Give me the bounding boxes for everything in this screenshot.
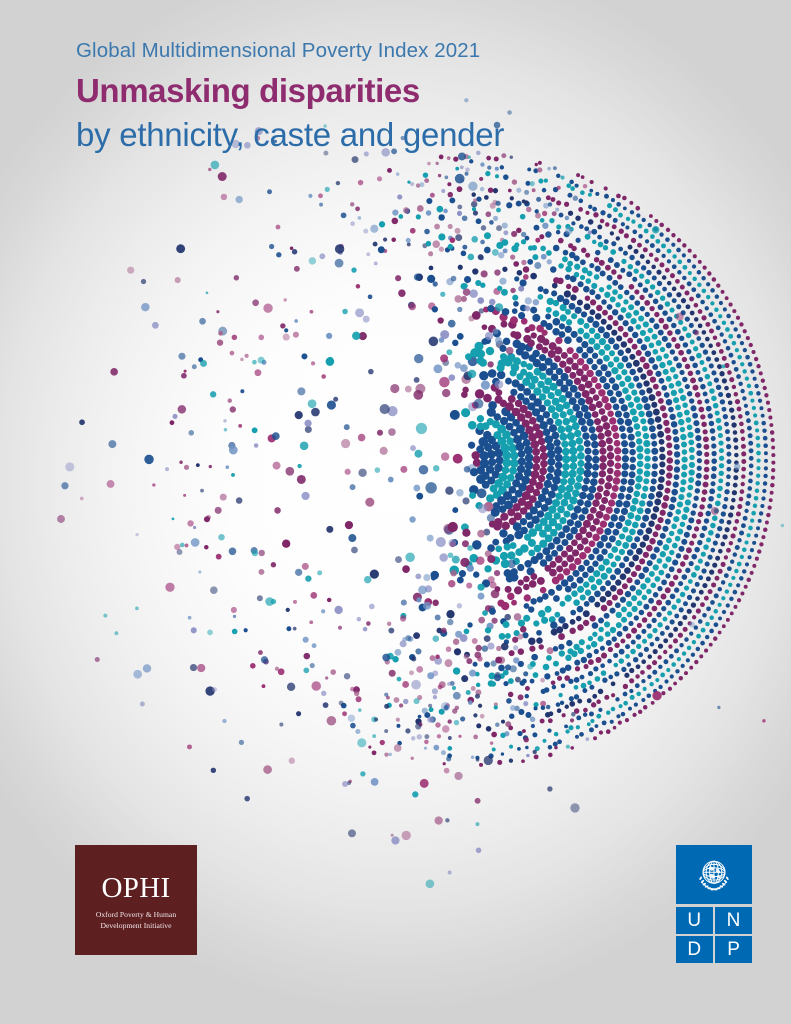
undp-letter-d: D <box>676 936 713 963</box>
ophi-tagline: Oxford Poverty & Human Development Initi… <box>96 910 176 932</box>
ophi-tagline-line-2: Development Initiative <box>100 921 172 930</box>
undp-letter-n: N <box>715 906 752 934</box>
ophi-tagline-line-1: Oxford Poverty & Human <box>95 910 177 920</box>
dot-spiral-svg <box>57 98 785 889</box>
undp-letter-u: U <box>676 906 713 934</box>
cover-title-block: Global Multidimensional Poverty Index 20… <box>76 38 736 157</box>
ophi-logo: OPHI Oxford Poverty & Human Development … <box>75 845 197 955</box>
undp-logo: U N D P <box>676 845 752 963</box>
undp-letter-p: P <box>715 936 752 963</box>
cover-main-title: Unmasking disparities <box>76 72 420 110</box>
concentric-dot-spiral-artwork <box>0 95 791 910</box>
undp-letter-grid: U N D P <box>676 904 752 963</box>
cover-subtitle: by ethnicity, caste and gender <box>76 116 505 154</box>
cover-eyebrow-text: Global Multidimensional Poverty Index 20… <box>76 39 481 62</box>
un-globe-laurel-emblem-icon <box>676 845 752 904</box>
ophi-wordmark: OPHI <box>101 872 171 905</box>
